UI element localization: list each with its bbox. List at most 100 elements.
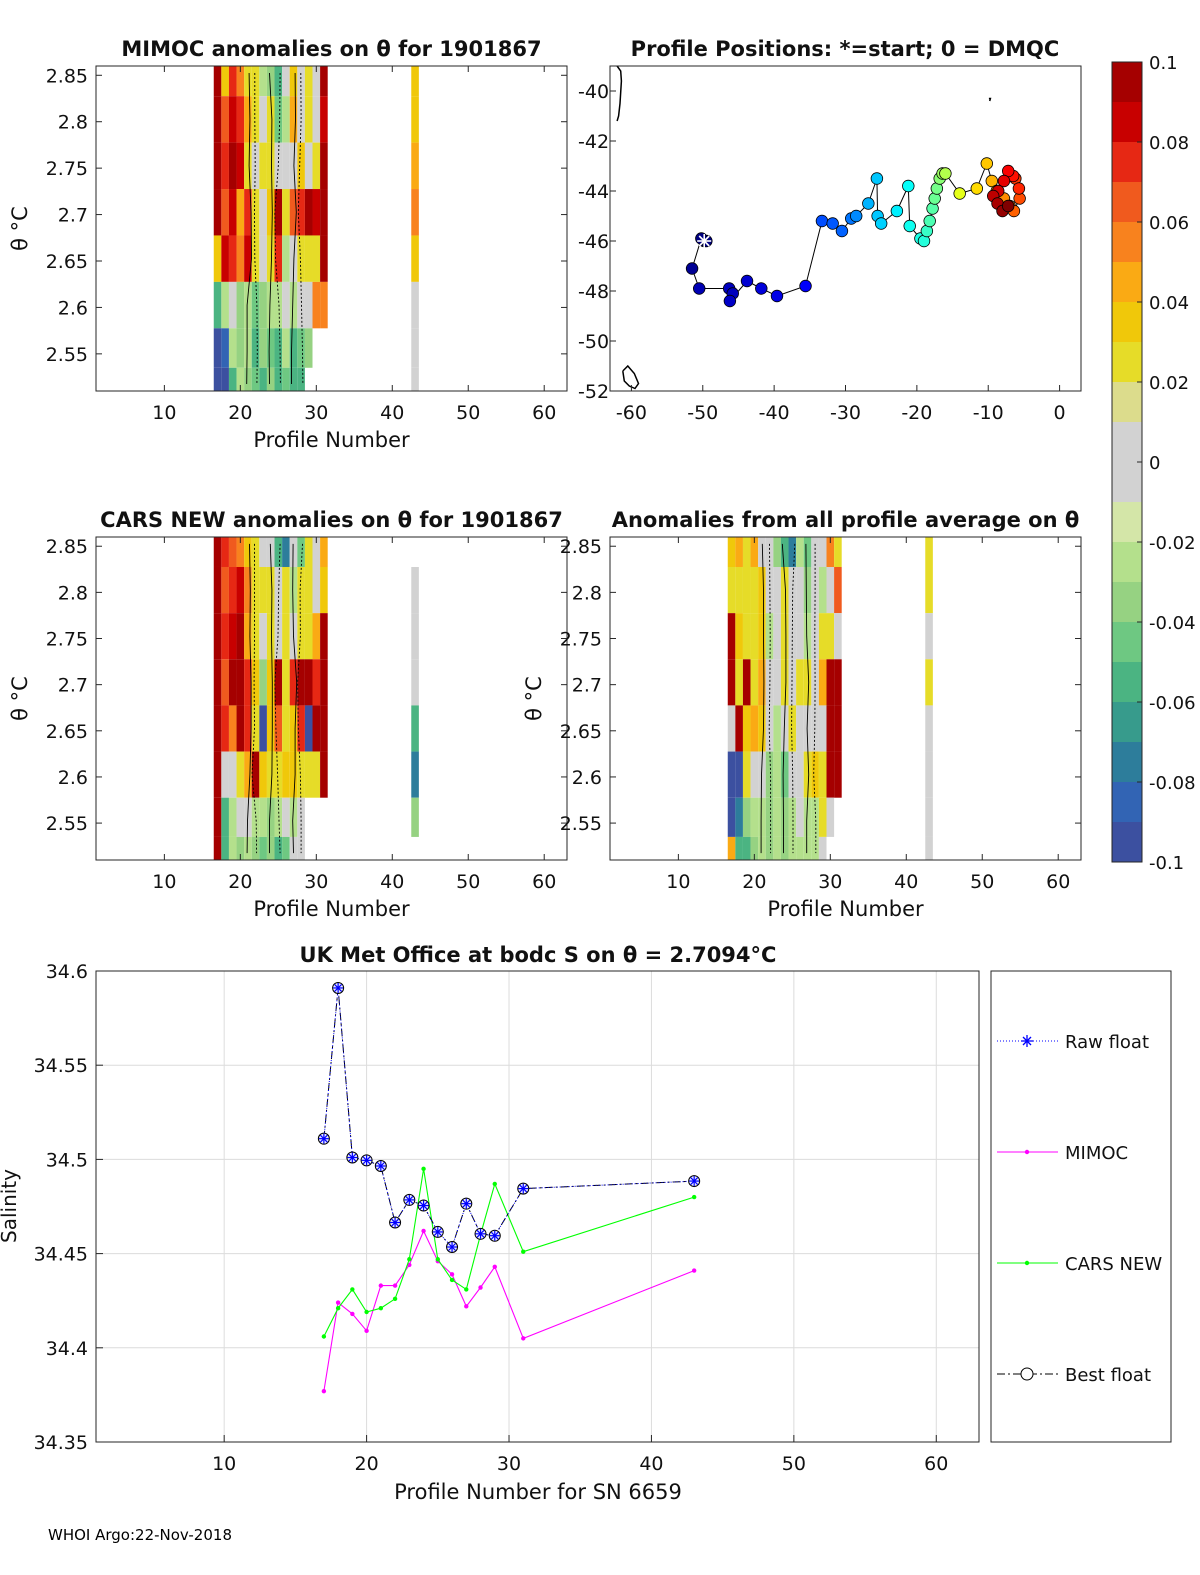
mimoc_panel-cell	[213, 328, 222, 368]
legend-box	[990, 970, 1172, 1443]
cars_panel-cell	[411, 613, 419, 660]
cars_panel-cell	[312, 751, 321, 798]
colorbar-band	[1112, 222, 1142, 263]
cars_panel-cell	[244, 836, 252, 860]
raw-star-stroke	[419, 1201, 428, 1210]
raw-star-stroke	[334, 984, 343, 992]
salinity-ytick-label: 34.5	[46, 1149, 88, 1171]
cars_panel-cell	[312, 537, 321, 567]
allavg_panel-xtick-label: 60	[1046, 871, 1070, 893]
mimoc_panel-cell	[411, 328, 419, 368]
legend-dot-icon	[1024, 1149, 1030, 1155]
allavg_panel-cell	[758, 836, 766, 860]
profile-position-point	[997, 174, 1011, 188]
raw-float-point	[475, 1228, 486, 1239]
cars_panel-cell	[289, 751, 298, 798]
mimoc_panel-cell	[236, 235, 245, 282]
allavg_panel-cell	[803, 659, 812, 706]
allavg_panel-cell	[811, 566, 819, 614]
allavg_panel-cell	[765, 836, 774, 860]
profile-position-point	[755, 282, 768, 295]
cars_panel-cell	[259, 751, 267, 798]
cars_panel-cell	[289, 797, 298, 837]
cars_panel-cell	[266, 613, 275, 660]
raw-star-stroke	[462, 1199, 471, 1208]
profile-position-point	[799, 279, 812, 293]
raw-float-point	[318, 1133, 329, 1144]
allavg_panel-cell	[818, 537, 827, 567]
cars_panel-contour-line	[269, 543, 273, 854]
cars_panel-cell	[411, 797, 419, 837]
allavg_panel-cell	[803, 613, 812, 660]
cars_panel-cell	[320, 566, 328, 614]
mimoc_panel-cell	[228, 367, 237, 391]
cars_panel-cell	[228, 659, 237, 706]
legend-label: CARS NEW	[1065, 1254, 1162, 1275]
raw-star-stroke	[405, 1195, 414, 1204]
colorbar-band	[1112, 342, 1142, 383]
cars_panel-cell	[274, 537, 283, 567]
cars_panel-cell	[236, 659, 245, 706]
allavg_panel-cell	[735, 566, 743, 614]
series-point	[464, 1304, 469, 1309]
allavg_panel-cell	[758, 659, 766, 706]
cars_panel-cell	[259, 705, 267, 752]
mimoc_panel-cell	[304, 66, 313, 97]
mimoc_panel-cell	[228, 142, 237, 190]
raw-star-stroke	[690, 1177, 699, 1185]
allavg_panel-xtick-label: 20	[742, 871, 766, 893]
cars_panel-cell	[251, 566, 260, 614]
cars_panel-cell	[297, 537, 305, 567]
cars_panel-cell	[304, 751, 313, 798]
cars_panel-cell	[213, 566, 222, 614]
cars_panel-xtick-label: 60	[532, 871, 556, 893]
mimoc_panel-cell	[282, 142, 290, 190]
mimoc_panel-cells	[213, 66, 419, 391]
mimoc_panel-cell	[289, 189, 298, 236]
cars_panel-cell	[221, 751, 229, 798]
raw-star-stroke	[348, 1153, 357, 1162]
series-point	[378, 1306, 384, 1311]
allavg_panel-cell	[773, 751, 781, 798]
allavg_panel-cell	[796, 566, 804, 614]
mimoc_panel-ytick-label: 2.65	[46, 251, 88, 273]
allavg_panel-cell	[811, 659, 819, 706]
cars_panel-xtick-label: 30	[304, 871, 328, 893]
profile-position-point	[870, 172, 884, 185]
allavg_panel-cell	[765, 613, 774, 660]
allavg_panel-contour-line	[781, 543, 787, 854]
raw-star-stroke	[519, 1184, 528, 1193]
allavg_panel-cell	[742, 705, 751, 752]
salinity-axes	[95, 970, 980, 1443]
coast-segment	[616, 65, 623, 122]
allavg_panel-cell	[750, 659, 759, 706]
cars_panel-cells	[213, 537, 419, 860]
mimoc_panel-cell	[221, 96, 229, 143]
mimoc_panel-cell	[289, 281, 298, 329]
cars_panel-xlabel: Profile Number	[253, 897, 410, 921]
colorbar-tick-label: -0.04	[1149, 613, 1196, 634]
allavg_panel-cell	[803, 537, 812, 567]
raw-float-point	[404, 1194, 415, 1205]
mimoc_panel-cell	[228, 96, 237, 143]
allavg_panel-cell	[742, 836, 751, 860]
mimoc_panel-cell	[221, 142, 229, 190]
cars_panel-cell	[282, 537, 290, 567]
allavg_panel-cell	[818, 659, 827, 706]
cars_panel-ytick-label: 2.8	[58, 582, 88, 604]
mimoc_panel-cell	[297, 367, 305, 391]
cars_panel-cell	[213, 659, 222, 706]
cars_panel-cell	[213, 613, 222, 660]
coastline	[616, 65, 992, 390]
mimoc_panel-cell	[282, 66, 290, 97]
cars_panel-cell	[244, 751, 252, 798]
allavg_panel-cell	[788, 537, 797, 567]
mimoc_panel-cell	[213, 367, 222, 391]
cars_panel-ytick-label: 2.6	[58, 767, 88, 789]
mimoc_panel-cell	[236, 328, 245, 368]
cars_panel-cell	[411, 566, 419, 614]
mimoc_panel-cell	[228, 328, 237, 368]
mimoc_panel-cell	[312, 189, 321, 236]
allavg_panel-cell	[773, 836, 781, 860]
positions-xtick-label: 0	[1054, 402, 1066, 424]
